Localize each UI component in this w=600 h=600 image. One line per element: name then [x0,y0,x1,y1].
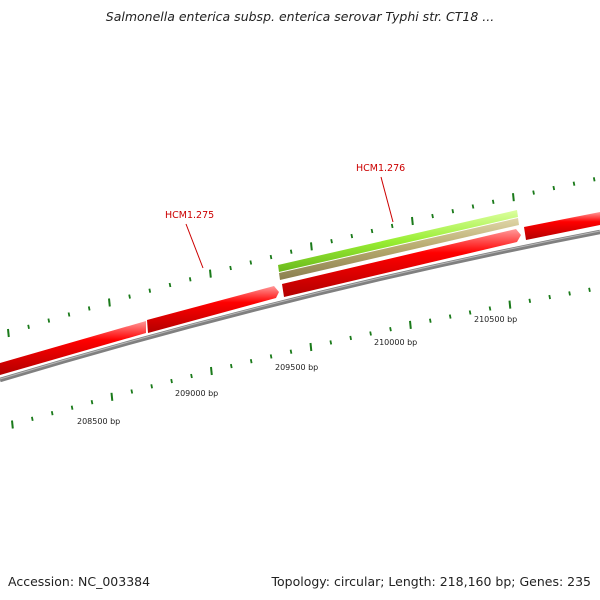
scale-tick-upper [330,239,333,244]
scale-label-209500: 209500 bp [275,363,318,372]
scale-tick-lower [528,298,532,303]
scale-tick-upper [269,254,273,260]
scale-tick-lower [150,384,153,389]
gene-arrow-next[interactable] [524,212,600,240]
scale-tick-upper [108,298,111,307]
scale-tick-lower [110,392,114,401]
scale-tick-upper [249,260,253,265]
scale-label-208500: 208500 bp [77,417,120,426]
scale-label-210500: 210500 bp [474,315,517,324]
scale-tick-lower [230,363,233,369]
scale-tick-lower [210,366,213,376]
topology-summary: Topology: circular; Length: 218,160 bp; … [271,574,592,589]
scale-tick-upper [310,242,313,251]
scale-tick-lower [31,416,34,421]
scale-tick-lower [50,411,54,416]
backbone-highlight [0,230,600,380]
scale-tick-upper [87,306,91,311]
gene-label-hcm1-276[interactable]: HCM1.276 [356,163,405,174]
scale-tick-lower [70,405,74,410]
scale-tick-upper [431,213,434,219]
scale-tick-lower [190,373,193,379]
tick-row-upper [7,177,596,338]
backbone-line [0,229,600,383]
scale-tick-upper [451,209,455,214]
scale-tick-lower [349,335,352,341]
accession-text: Accession: NC_003384 [8,574,151,589]
scale-tick-lower [289,349,293,354]
scale-label-209000: 209000 bp [175,389,218,398]
scale-tick-lower [170,378,173,384]
feature-bar-khaki[interactable] [279,218,519,280]
scale-tick-lower [309,342,313,352]
scale-tick-lower [429,318,432,323]
scale-tick-upper [370,228,374,234]
scale-tick-lower [369,331,372,336]
scale-tick-lower [508,300,512,309]
scale-tick-upper [471,204,475,209]
scale-tick-upper [209,269,212,278]
scale-tick-lower [568,291,571,296]
scale-tick-upper [7,328,10,338]
scale-tick-upper [390,223,394,229]
scale-tick-lower [488,306,492,311]
scale-tick-upper [512,193,515,202]
scale-tick-upper [592,177,596,182]
scale-tick-upper [552,185,556,191]
scale-tick-lower [448,314,452,319]
feature-bar-green[interactable] [278,210,518,272]
label-leader-hcm1-275 [185,223,204,269]
scale-tick-upper [27,324,30,329]
scale-tick-lower [468,310,472,315]
scale-tick-upper [148,288,152,293]
label-leader-hcm1-276 [380,176,394,223]
scale-tick-lower [588,287,591,292]
scale-tick-upper [67,312,71,317]
tick-row-lower [11,287,591,429]
scale-tick-lower [269,354,273,359]
scale-tick-upper [128,294,131,299]
scale-tick-upper [532,190,535,195]
scale-tick-upper [289,249,293,254]
scale-tick-upper [572,181,576,186]
scale-tick-upper [491,199,495,204]
scale-tick-lower [130,389,134,394]
scale-tick-lower [329,340,333,345]
scale-tick-upper [47,318,51,323]
scale-tick-lower [249,359,253,364]
scale-tick-upper [350,233,354,239]
scale-tick-lower [90,400,94,405]
scale-tick-lower [548,294,551,300]
gene-arrow-hcm1-276[interactable] [282,229,521,297]
gene-label-hcm1-275[interactable]: HCM1.275 [165,210,214,221]
gene-arrow-hcm1-275[interactable] [147,286,279,333]
scale-tick-upper [168,282,172,288]
scale-tick-upper [229,265,232,271]
scale-tick-lower [409,320,412,329]
scale-tick-lower [389,327,392,332]
gene-arrow-left-segment[interactable] [0,321,146,375]
scale-tick-upper [188,277,192,282]
scale-tick-lower [11,420,14,429]
scale-label-210000: 210000 bp [374,338,417,347]
scale-tick-upper [411,216,414,226]
map-title: Salmonella enterica subsp. enterica sero… [105,9,495,24]
